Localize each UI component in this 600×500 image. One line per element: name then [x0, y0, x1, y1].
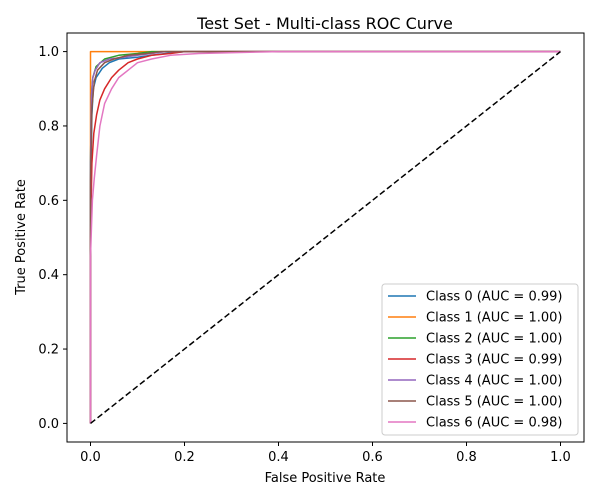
y-tick-label: 0.0 [38, 417, 59, 432]
x-tick-label: 0.6 [362, 450, 383, 465]
series-line-class-6 [89, 50, 561, 424]
x-tick-label: 0.4 [268, 450, 289, 465]
x-tick-label: 0.0 [80, 450, 101, 465]
y-tick-label: 0.8 [38, 119, 59, 134]
y-tick-label: 1.0 [38, 45, 59, 60]
legend-box [381, 283, 579, 436]
y-tick-label: 0.4 [38, 268, 59, 283]
y-axis-label: True Positive Rate [14, 179, 29, 296]
x-tick-label: 0.2 [174, 450, 195, 465]
y-tick-label: 0.2 [38, 343, 59, 358]
legend: Class 0 (AUC = 0.99) Class 1 (AUC = 1.00)… [381, 283, 579, 436]
y-axis: 0.0 0.2 0.4 0.6 0.8 1.0 [38, 45, 67, 432]
y-tick-label: 0.6 [38, 194, 59, 209]
x-tick-label: 1.0 [550, 450, 571, 465]
legend-label-class-2: Class 2 (AUC = 1.00) [426, 332, 562, 347]
series-line-class-3 [89, 50, 561, 424]
legend-label-class-5: Class 5 (AUC = 1.00) [426, 395, 562, 410]
chance-reference-line [90, 51, 561, 424]
chart-title: Test Set - Multi-class ROC Curve [196, 14, 453, 33]
legend-label-class-6: Class 6 (AUC = 0.98) [426, 416, 562, 431]
plot-frame [66, 32, 585, 443]
plot-area [89, 50, 561, 424]
x-axis-label: False Positive Rate [265, 471, 386, 486]
legend-label-class-1: Class 1 (AUC = 1.00) [426, 311, 562, 326]
x-tick-label: 0.8 [456, 450, 477, 465]
legend-label-class-0: Class 0 (AUC = 0.99) [426, 290, 562, 305]
series-line-class-5 [89, 50, 561, 424]
x-axis: 0.0 0.2 0.4 0.6 0.8 1.0 [80, 442, 571, 465]
legend-label-class-3: Class 3 (AUC = 0.99) [426, 353, 562, 368]
legend-label-class-4: Class 4 (AUC = 1.00) [426, 374, 562, 389]
